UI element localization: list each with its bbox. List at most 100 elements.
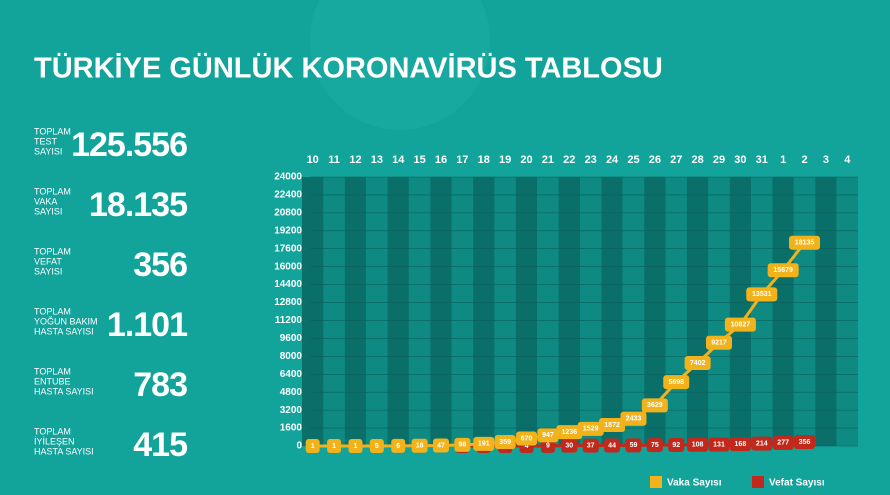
data-label: 1 xyxy=(354,443,358,450)
x-tick-label: 11 xyxy=(328,154,340,166)
data-label: 92 xyxy=(672,442,680,449)
stat-label: TOPLAM xyxy=(34,426,71,436)
x-tick-label: 24 xyxy=(606,154,619,166)
x-tick-label: 21 xyxy=(542,154,554,166)
data-label: 1529 xyxy=(583,426,599,433)
data-label: 9217 xyxy=(711,340,727,347)
stat-value: 783 xyxy=(133,366,187,404)
data-marker xyxy=(625,438,642,453)
y-tick-label: 14400 xyxy=(274,279,302,290)
data-marker xyxy=(687,437,709,452)
data-label: 3629 xyxy=(647,402,663,409)
legend-label: Vaka Sayısı xyxy=(667,478,722,489)
x-tick-label: 10 xyxy=(307,154,319,166)
stat-label: SAYISI xyxy=(34,146,62,156)
y-tick-label: 11200 xyxy=(275,315,303,326)
data-label: 10827 xyxy=(731,321,751,328)
data-marker xyxy=(794,435,816,450)
data-marker xyxy=(391,438,406,453)
x-tick-label: 17 xyxy=(456,154,468,166)
stat-label: TOPLAM xyxy=(34,126,71,136)
data-label: 5 xyxy=(375,443,379,450)
data-marker xyxy=(772,435,794,450)
data-marker xyxy=(746,287,778,302)
x-tick-label: 20 xyxy=(520,154,532,166)
x-tick-label: 28 xyxy=(691,154,703,166)
x-tick-label: 27 xyxy=(670,154,682,166)
data-marker xyxy=(767,263,799,278)
data-marker xyxy=(684,356,711,371)
data-label: 191 xyxy=(478,441,490,448)
column-band xyxy=(644,177,666,446)
data-marker xyxy=(646,438,663,453)
x-tick-label: 12 xyxy=(349,154,361,166)
data-label: 9 xyxy=(546,443,550,450)
data-marker xyxy=(561,438,578,453)
x-tick-label: 4 xyxy=(844,154,851,166)
x-tick-label: 22 xyxy=(563,154,575,166)
data-marker xyxy=(516,431,538,446)
stat-label: SAYISI xyxy=(34,266,62,276)
x-tick-label: 14 xyxy=(392,154,405,166)
data-marker xyxy=(668,437,685,452)
data-label: 6 xyxy=(396,443,400,450)
data-label: 356 xyxy=(799,439,811,446)
y-tick-label: 8000 xyxy=(280,351,303,362)
data-marker xyxy=(620,411,647,426)
data-marker xyxy=(663,375,690,390)
y-tick-label: 9600 xyxy=(280,333,303,344)
data-marker xyxy=(411,438,428,453)
y-tick-label: 17600 xyxy=(274,243,302,254)
data-marker xyxy=(537,428,559,443)
data-marker xyxy=(305,438,320,453)
column-band xyxy=(836,177,858,446)
data-label: 75 xyxy=(651,442,659,449)
stat-label: TOPLAM xyxy=(34,306,71,316)
column-band xyxy=(515,177,538,446)
data-marker xyxy=(369,438,384,453)
stat-value: 415 xyxy=(133,426,187,464)
data-label: 277 xyxy=(777,440,789,447)
x-tick-label: 3 xyxy=(823,154,829,166)
column-band xyxy=(772,177,794,446)
title: TÜRKİYE GÜNLÜK KORONAVİRÜS TABLOSU xyxy=(34,52,663,85)
column-band xyxy=(344,177,367,446)
data-marker xyxy=(599,418,626,433)
x-tick-label: 19 xyxy=(499,154,511,166)
data-marker xyxy=(327,438,342,453)
column-band xyxy=(815,177,837,446)
data-label: 1 xyxy=(311,443,315,450)
x-tick-label: 23 xyxy=(585,154,597,166)
y-tick-label: 3200 xyxy=(280,405,303,416)
data-label: 1872 xyxy=(604,422,620,429)
column-band xyxy=(558,177,580,446)
data-label: 47 xyxy=(437,442,445,449)
y-tick-label: 19200 xyxy=(274,225,302,236)
data-marker xyxy=(348,438,363,453)
stat-label: VAKA xyxy=(34,196,57,206)
data-marker xyxy=(604,438,621,453)
y-tick-label: 12800 xyxy=(274,297,302,308)
y-tick-label: 1600 xyxy=(280,423,303,434)
x-tick-label: 16 xyxy=(435,154,447,166)
data-label: 214 xyxy=(756,440,768,447)
x-tick-label: 29 xyxy=(713,154,725,166)
stat-label: TOPLAM xyxy=(34,186,71,196)
data-label: 18135 xyxy=(795,240,815,247)
data-label: 98 xyxy=(458,442,466,449)
column-band xyxy=(473,177,495,446)
data-label: 18 xyxy=(416,443,424,450)
column-band xyxy=(408,177,431,446)
data-label: 2433 xyxy=(626,416,642,423)
data-marker xyxy=(708,437,730,452)
data-label: 947 xyxy=(542,432,554,439)
column-band xyxy=(387,177,409,446)
column-band xyxy=(793,177,816,446)
data-marker xyxy=(641,398,668,413)
data-label: 5698 xyxy=(668,379,684,386)
stat-label: HASTA SAYISI xyxy=(34,326,94,336)
data-marker xyxy=(789,235,821,250)
x-tick-label: 1 xyxy=(780,154,786,166)
column-band xyxy=(451,177,474,446)
data-label: 7402 xyxy=(690,360,706,367)
